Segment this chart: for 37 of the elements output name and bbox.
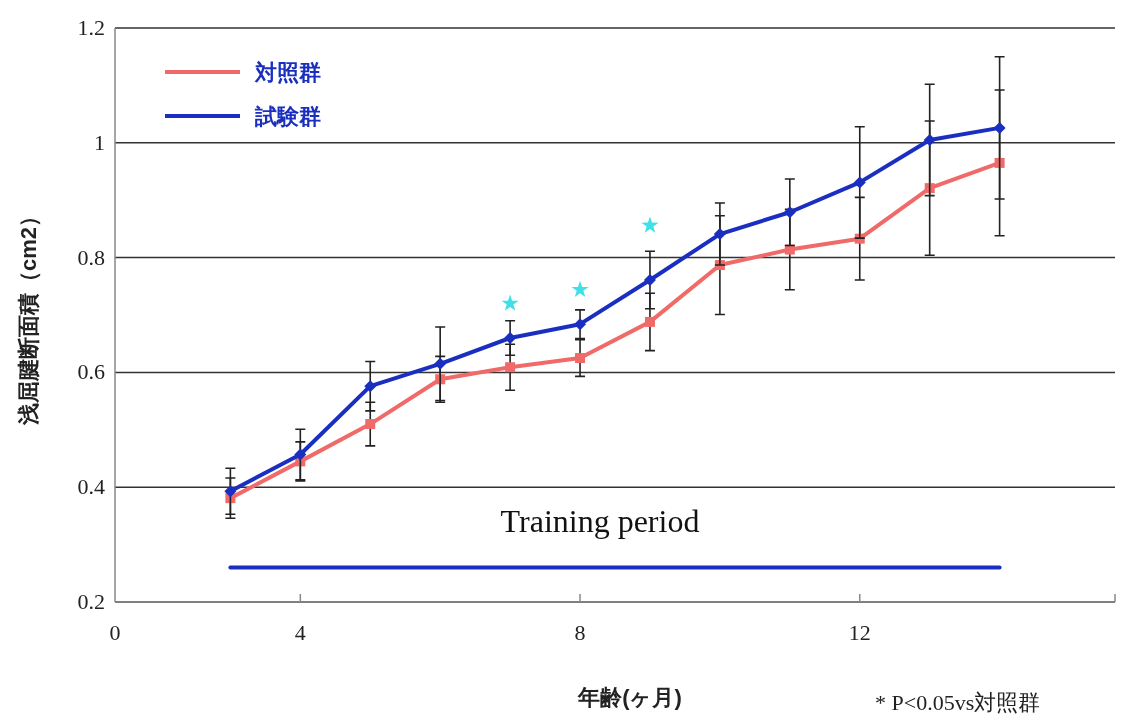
- point: [365, 419, 376, 430]
- x-axis-title: 年齢(ヶ月): [577, 685, 682, 710]
- text: 0: [109, 620, 121, 645]
- point: [641, 216, 659, 233]
- point: [224, 485, 237, 498]
- point: [644, 316, 655, 327]
- x-tick-label: 12: [848, 620, 871, 645]
- point: [853, 176, 866, 189]
- y-tick-label: 0.8: [77, 244, 105, 270]
- point: [643, 273, 656, 286]
- point: [434, 357, 447, 370]
- point: [784, 244, 795, 255]
- point: [994, 157, 1005, 168]
- point: [505, 362, 516, 373]
- text: * P<0.05vs対照群: [875, 690, 1041, 715]
- x-tick-label: 4: [294, 620, 306, 645]
- y-tick-label: 0.6: [77, 359, 105, 385]
- y-axis-title: 浅屈腱断面積（cm2）: [16, 204, 41, 427]
- legend-label: 対照群: [254, 60, 321, 85]
- y-tick-label: 1: [94, 129, 105, 155]
- point: [574, 318, 587, 331]
- point: [575, 353, 586, 364]
- point: [364, 380, 377, 393]
- point: [501, 294, 519, 311]
- point: [571, 280, 589, 298]
- y-tick-label: 0.4: [77, 474, 105, 500]
- point: [713, 228, 726, 241]
- point: [923, 133, 936, 146]
- point: [294, 448, 307, 461]
- legend-label: 試験群: [254, 104, 321, 129]
- y-tick-label: 1.2: [77, 15, 105, 40]
- point: [783, 206, 796, 219]
- x-tick-label: 8: [574, 620, 586, 645]
- point: [993, 121, 1006, 134]
- y-tick-label: 0.2: [77, 589, 105, 614]
- point: [924, 183, 935, 194]
- annotation: Training period: [500, 503, 700, 539]
